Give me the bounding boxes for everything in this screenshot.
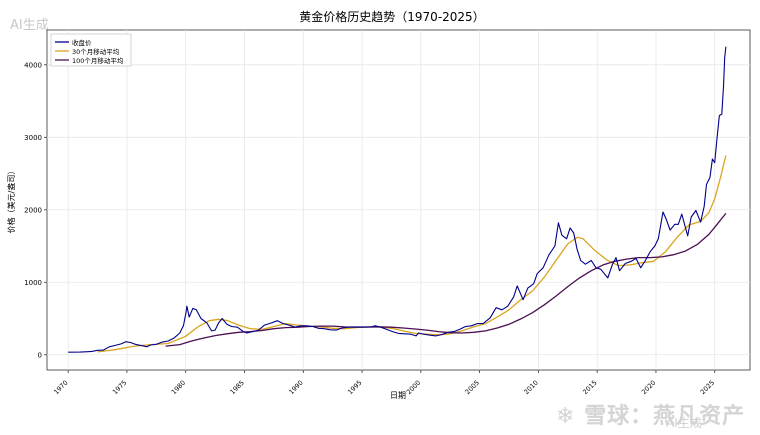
legend-box xyxy=(50,33,132,67)
legend-label-ma100: 100个月移动平均 xyxy=(72,56,124,65)
x-tick-label: 2000 xyxy=(405,379,422,396)
legend: 收盘价 30个月移动平均 100个月移动平均 xyxy=(50,33,132,67)
y-tick-label: 0 xyxy=(38,351,42,359)
y-axis-label: 价格（美元/盎司） xyxy=(6,167,16,234)
series-lines xyxy=(68,46,727,353)
y-tick-label: 3000 xyxy=(24,134,42,142)
x-axis-ticks: 1970 1975 1980 1985 1990 1995 2000 2005 2010 2015… xyxy=(52,370,716,396)
plot-frame xyxy=(46,29,751,371)
grid-lines xyxy=(47,30,750,370)
x-tick-label: 1985 xyxy=(229,379,246,396)
x-tick-label: 1990 xyxy=(287,379,304,396)
x-tick-label: 2020 xyxy=(640,379,657,396)
x-tick-label: 2005 xyxy=(464,379,481,396)
site-watermark: ❄ 雪球：燕凡资产 xyxy=(556,404,746,429)
series-line-ma30 xyxy=(97,155,727,353)
x-tick-label: 2015 xyxy=(581,379,598,396)
x-axis-label: 日期 xyxy=(390,391,406,400)
ai-watermark: AI生成 xyxy=(10,18,49,33)
x-tick-label: 2025 xyxy=(699,379,716,396)
x-tick-label: 1970 xyxy=(52,379,69,396)
series-line-ma100 xyxy=(165,212,727,347)
series-line-close xyxy=(68,46,727,353)
y-tick-label: 4000 xyxy=(24,61,42,69)
x-tick-label: 1995 xyxy=(346,379,363,396)
legend-label-ma30: 30个月移动平均 xyxy=(72,47,120,56)
y-axis-ticks: 0 1000 2000 3000 4000 xyxy=(24,61,47,359)
x-tick-label: 1975 xyxy=(111,379,128,396)
ai-watermark-bottom: AI生成 xyxy=(666,416,702,430)
y-tick-label: 2000 xyxy=(24,206,42,214)
legend-label-close: 收盘价 xyxy=(72,38,92,47)
chart-title: 黄金价格历史趋势（1970-2025） xyxy=(299,9,484,24)
y-tick-label: 1000 xyxy=(24,279,42,287)
x-tick-label: 1980 xyxy=(170,379,187,396)
x-tick-label: 2010 xyxy=(522,379,539,396)
